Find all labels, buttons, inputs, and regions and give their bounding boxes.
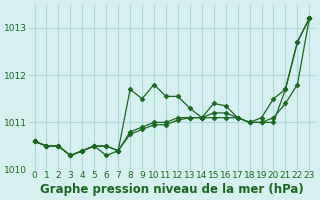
X-axis label: Graphe pression niveau de la mer (hPa): Graphe pression niveau de la mer (hPa) <box>40 183 304 196</box>
